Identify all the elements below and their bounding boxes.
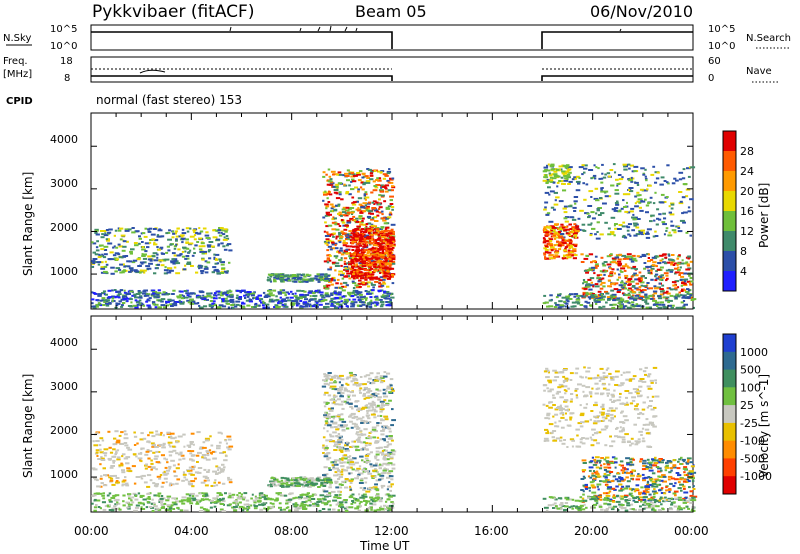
- xtick-0: 00:00: [74, 524, 109, 538]
- power-colorbar: 4 8 12 16 20 24 28: [722, 130, 754, 292]
- velocity-colorbar: 1000 500 100 25 -25 -100 -500 -1000: [722, 333, 772, 495]
- velocity-ytick-4000: 4000: [50, 336, 78, 349]
- xtick-2: 08:00: [274, 524, 309, 538]
- colorbar-tick: 28: [740, 145, 754, 158]
- colorbar-tick: 4: [740, 265, 747, 278]
- colorbar-tick: 100: [740, 381, 761, 394]
- colorbar-tick: 25: [740, 399, 754, 412]
- freq-tick-bottom: 8: [64, 73, 70, 84]
- power-colorbar-label: Power [dB]: [757, 183, 771, 248]
- colorbar-tick: 24: [740, 165, 754, 178]
- velocity-panel: Slant Range [km] 1000 2000 3000 4000 100…: [21, 315, 772, 513]
- xtick-1: 04:00: [174, 524, 209, 538]
- plot-title: Pykkvibaer (fitACF): [92, 2, 254, 22]
- power-ylabel: Slant Range [km]: [21, 172, 35, 276]
- x-axis-label: Time UT: [359, 539, 410, 553]
- xtick-5: 20:00: [574, 524, 609, 538]
- power-ytick-2000: 2000: [50, 221, 78, 234]
- freq-label-2: [MHz]: [3, 69, 32, 80]
- nsky-panel: N.Sky 10^5 10^0 10^5 10^0 N.Search: [3, 24, 791, 52]
- xtick-4: 16:00: [474, 524, 509, 538]
- nave-tick-bottom: 0: [708, 73, 714, 84]
- freq-tick-top: 18: [60, 56, 73, 67]
- nave-label: Nave: [746, 66, 772, 77]
- nsky-label: N.Sky: [3, 33, 31, 44]
- date-label: 06/Nov/2010: [590, 2, 693, 21]
- power-ytick-3000: 3000: [50, 177, 78, 190]
- freq-panel: Freq. [MHz] 18 8 60 0 Nave: [3, 56, 778, 84]
- velocity-colorbar-label: Velocity [m s^-1]: [757, 374, 771, 478]
- nave-tick-top: 60: [708, 56, 721, 67]
- velocity-ytick-3000: 3000: [50, 380, 78, 393]
- cpid-value: normal (fast stereo) 153: [96, 93, 242, 107]
- velocity-ytick-1000: 1000: [50, 468, 78, 481]
- velocity-data: [91, 366, 698, 512]
- cpid-label: CPID: [6, 96, 33, 107]
- colorbar-tick: 20: [740, 185, 754, 198]
- nsearch-label: N.Search: [746, 33, 791, 44]
- freq-label-1: Freq.: [3, 56, 28, 67]
- colorbar-tick: -25: [740, 417, 758, 430]
- power-data: [91, 163, 697, 309]
- power-ytick-1000: 1000: [50, 265, 78, 278]
- colorbar-tick: 16: [740, 205, 754, 218]
- velocity-ylabel: Slant Range [km]: [21, 374, 35, 478]
- power-ytick-4000: 4000: [50, 133, 78, 146]
- power-panel: Slant Range [km] 1000 2000 3000 4000 4 8 1…: [21, 112, 771, 310]
- colorbar-tick: 500: [740, 364, 761, 377]
- nsky-tick-bottom: 10^0: [50, 41, 77, 52]
- colorbar-tick: 1000: [740, 346, 768, 359]
- colorbar-tick: -500: [740, 452, 765, 465]
- beam-label: Beam 05: [355, 2, 427, 21]
- nsky-tick-top: 10^5: [50, 24, 77, 35]
- nsearch-tick-top: 10^5: [708, 24, 735, 35]
- velocity-ytick-2000: 2000: [50, 424, 78, 437]
- colorbar-tick: -100: [740, 435, 765, 448]
- nsearch-tick-bottom: 10^0: [708, 41, 735, 52]
- xtick-6: 00:00: [674, 524, 709, 538]
- x-axis: 00:00 04:00 08:00 12:00 16:00 20:00 00:0…: [74, 524, 709, 553]
- xtick-3: 12:00: [374, 524, 409, 538]
- colorbar-tick: 8: [740, 245, 747, 258]
- colorbar-tick: -1000: [740, 470, 772, 483]
- colorbar-tick: 12: [740, 225, 754, 238]
